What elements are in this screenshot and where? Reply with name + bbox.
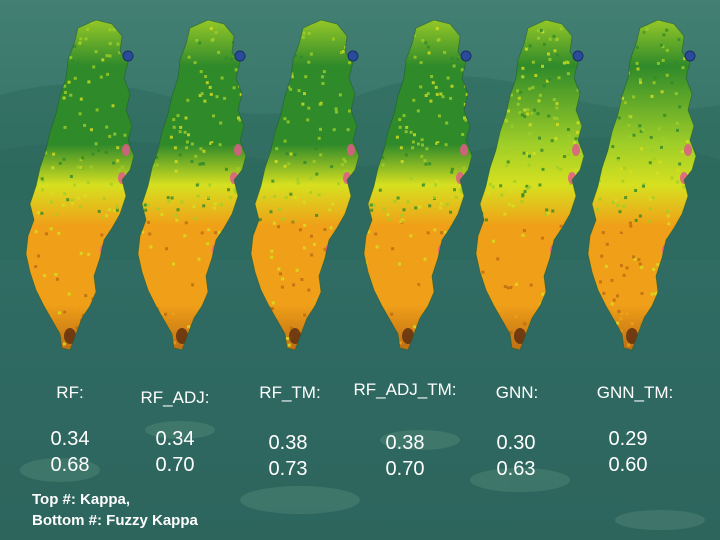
fuzzy-kappa-value: 0.68 [50, 454, 90, 476]
kappa-value: 0.38 [385, 432, 425, 454]
fuzzy-kappa-value: 0.70 [385, 458, 425, 480]
legend-text: Top #: Kappa, Bottom #: Fuzzy Kappa [32, 489, 198, 531]
score-rf: 0.34 0.68 [30, 426, 110, 478]
panel-label-gnn: GNN: [495, 383, 539, 402]
fuzzy-kappa-value: 0.63 [496, 458, 536, 480]
lake-marker [122, 50, 134, 62]
score-rf-tm: 0.38 0.73 [248, 430, 328, 482]
panel-label-gnn-tm: GNN_TM: [596, 383, 674, 402]
map-panel-rf [25, 19, 135, 351]
kappa-value: 0.34 [155, 428, 195, 450]
kappa-value: 0.38 [268, 432, 308, 454]
lake-marker [347, 50, 359, 62]
map-panel-gnn-tm [587, 19, 697, 351]
lake-marker [572, 50, 584, 62]
map-panel-rf-adj [137, 19, 247, 351]
score-gnn-tm: 0.29 0.60 [588, 426, 668, 478]
legend-line-fuzzy-kappa: Bottom #: Fuzzy Kappa [32, 512, 198, 529]
kappa-value: 0.30 [496, 432, 536, 454]
panel-label-rf-adj-tm: RF_ADJ_TM: [353, 380, 457, 399]
score-rf-adj: 0.34 0.70 [135, 426, 215, 478]
lake-marker [684, 50, 696, 62]
fuzzy-kappa-value: 0.60 [608, 454, 648, 476]
kappa-value: 0.34 [50, 428, 90, 450]
panel-label-rf-adj: RF_ADJ: [140, 388, 210, 407]
lake-marker [234, 50, 246, 62]
lake-marker [460, 50, 472, 62]
legend-line-kappa: Top #: Kappa, [32, 491, 131, 508]
kappa-value: 0.29 [608, 428, 648, 450]
panel-label-rf-tm: RF_TM: [259, 383, 321, 402]
panel-label-rf: RF: [56, 383, 84, 402]
fuzzy-kappa-value: 0.70 [155, 454, 195, 476]
score-rf-adj-tm: 0.38 0.70 [365, 430, 445, 482]
fuzzy-kappa-value: 0.73 [268, 458, 308, 480]
map-panel-rf-tm [250, 19, 360, 351]
map-panel-gnn [475, 19, 585, 351]
score-gnn: 0.30 0.63 [476, 430, 556, 482]
map-panel-rf-adj-tm [363, 19, 473, 351]
